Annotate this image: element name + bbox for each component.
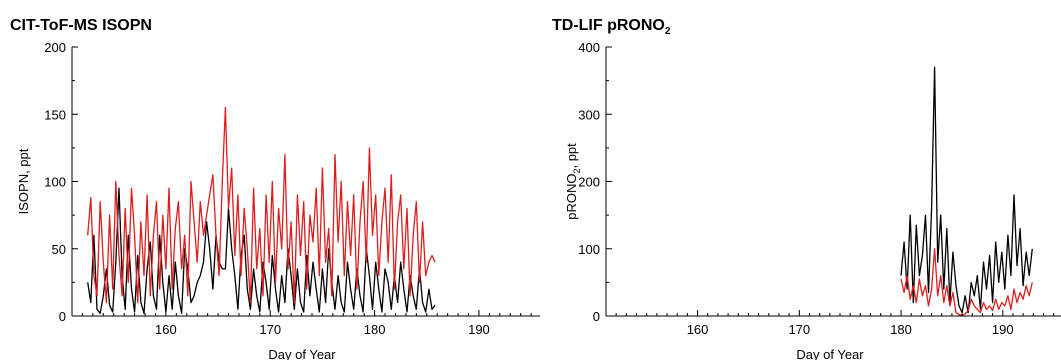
prono2-chart: 160 170 180 190 0 100 200 300 400 Day of Year pRON…: [564, 40, 1061, 360]
y-tick-label: 0: [59, 309, 66, 324]
x-tick-label: 190: [468, 322, 490, 337]
chart-title-isopn: CIT-ToF-MS ISOPN: [10, 17, 152, 35]
x-tick-label: 160: [155, 322, 177, 337]
y-axis-label-suffix: , ppt: [564, 143, 579, 169]
x-tick-label: 180: [890, 322, 912, 337]
x-tick-label: 170: [788, 322, 810, 337]
x-axis-label: Day of Year: [796, 347, 864, 360]
chart-title-text: TD-LIF pRONO: [552, 17, 665, 34]
x-tick-label: 160: [687, 322, 709, 337]
series-line-black: [87, 187, 436, 314]
y-tick-label: 300: [578, 107, 600, 122]
chart-panel-prono2: TD-LIF pRONO2 160 170 180 190 0 100 200 300 400 D…: [540, 0, 1061, 360]
y-tick-label: 100: [578, 242, 600, 257]
y-axis-label-text: pRONO: [564, 174, 579, 220]
series-line-red: [900, 248, 1033, 316]
y-axis-label: pRONO2, ppt: [564, 143, 582, 220]
x-tick-label: 180: [364, 322, 386, 337]
y-tick-label: 0: [593, 309, 600, 324]
chart-title-subscript: 2: [664, 26, 671, 38]
chart-panel-isopn: CIT-ToF-MS ISOPN 160 170 180 190 0 50 100 150 20…: [10, 17, 540, 360]
series-line-black: [900, 66, 1033, 314]
x-tick-label: 170: [259, 322, 281, 337]
series-line-red: [87, 106, 436, 304]
x-axis-label: Day of Year: [268, 347, 336, 360]
isopn-chart: 160 170 180 190 0 50 100 150 200 Day of Year ISOPN…: [16, 40, 540, 360]
y-tick-label: 50: [52, 242, 66, 257]
chart-title-text: CIT-ToF-MS ISOPN: [10, 17, 152, 34]
y-axis-label-text: ISOPN, ppt: [16, 148, 31, 214]
chart-title-prono2: TD-LIF pRONO2: [552, 17, 670, 37]
x-tick-label: 190: [992, 322, 1014, 337]
y-tick-label: 400: [578, 40, 600, 55]
y-tick-label: 100: [44, 175, 66, 190]
y-axis-label: ISOPN, ppt: [16, 148, 31, 214]
y-tick-label: 150: [44, 107, 66, 122]
y-tick-label: 200: [44, 40, 66, 55]
y-tick-label: 200: [578, 175, 600, 190]
y-axis-label-subscript: 2: [572, 169, 582, 174]
